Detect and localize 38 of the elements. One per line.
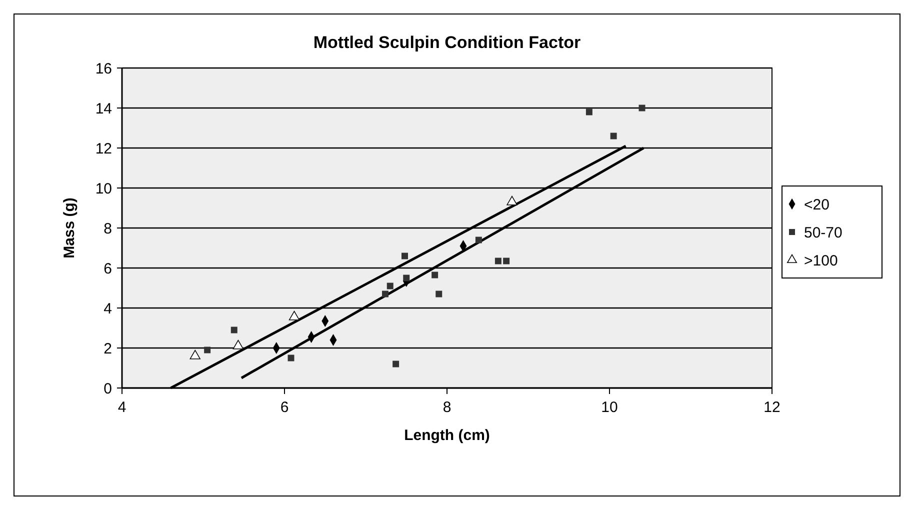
point [288,310,300,320]
point [190,350,200,360]
y-tick-label: 4 [104,300,112,318]
chart-title: Mottled Sculpin Condition Factor [313,33,582,52]
legend-label: <20 [804,196,830,214]
y-tick-label: 2 [104,340,112,358]
x-tick-label: 6 [280,399,289,416]
y-tick-label: 6 [104,260,112,278]
point [402,252,408,260]
point [232,340,244,350]
point [392,360,400,368]
point [403,274,410,282]
point [586,108,592,116]
point [494,258,502,264]
x-tick-label: 12 [764,399,780,416]
point [506,196,518,206]
y-axis-title: Mass (g) [61,198,78,258]
point [230,326,238,334]
y-tick-label: 14 [95,100,112,118]
x-tick-label: 10 [601,399,618,416]
y-tick-label: 16 [95,60,112,78]
x-axis-title: Length (cm) [404,427,490,444]
legend-label: >100 [804,252,838,270]
y-tick-label: 10 [95,180,112,198]
point [475,236,482,244]
y-tick-label: 8 [104,220,112,238]
y-tick-label: 0 [104,380,112,398]
point [503,258,510,264]
point [610,132,617,140]
point [436,290,442,298]
legend-label: 50-70 [804,224,842,242]
point [432,272,438,278]
x-tick-label: 8 [442,399,452,416]
point [204,346,211,354]
y-tick-label: 12 [95,140,112,158]
point [386,282,394,290]
x-tick-label: 4 [118,399,126,416]
point [382,290,388,298]
